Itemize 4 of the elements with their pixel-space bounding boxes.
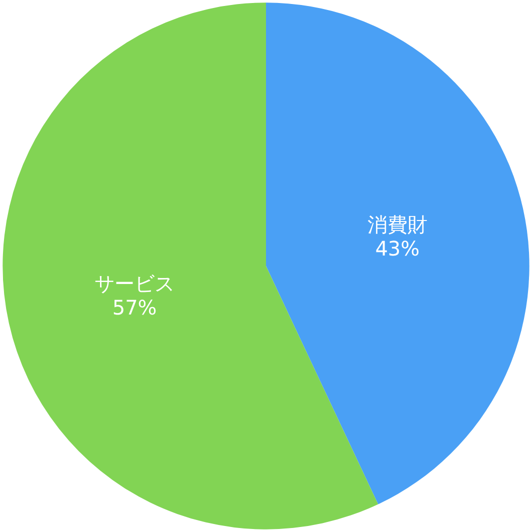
slice-label: サービス bbox=[94, 271, 175, 296]
slice-label: 消費財 bbox=[367, 212, 428, 237]
data-label: 43% bbox=[375, 236, 420, 261]
data-label: 57% bbox=[112, 295, 157, 320]
